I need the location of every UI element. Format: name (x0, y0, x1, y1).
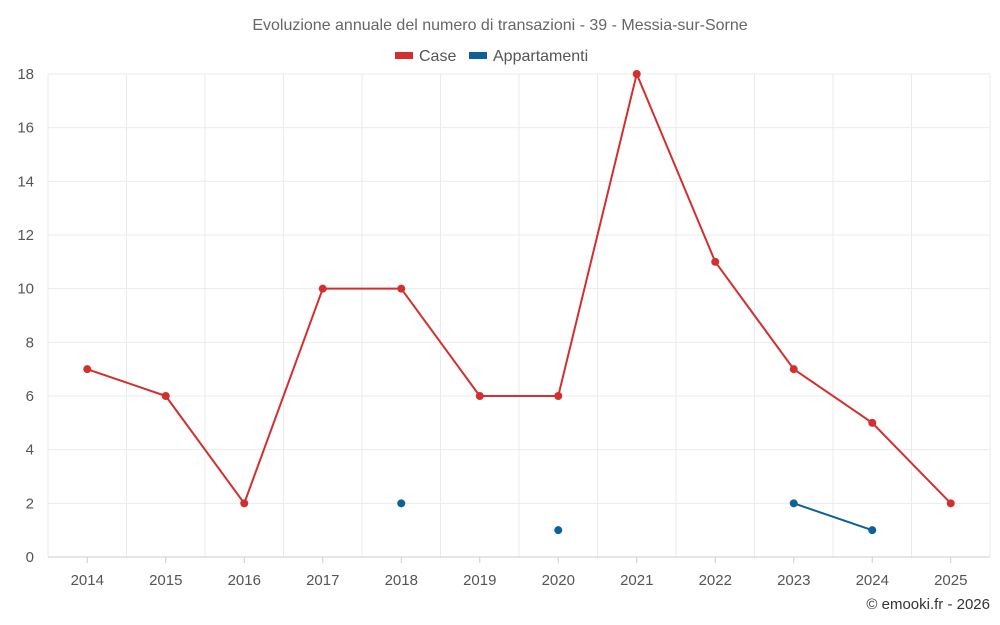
data-point-case[interactable] (83, 365, 92, 374)
x-tick-label: 2025 (934, 572, 967, 589)
data-point-case[interactable] (632, 70, 641, 78)
x-tick-label: 2017 (306, 572, 339, 589)
x-tick-label: 2016 (228, 572, 261, 589)
y-tick-label: 10 (17, 281, 34, 298)
series-line-appartamenti (793, 502, 873, 532)
y-tick-label: 8 (26, 334, 34, 351)
x-tick-label: 2023 (777, 572, 810, 589)
y-tick-label: 0 (26, 549, 34, 566)
grid (47, 73, 991, 558)
data-point-case[interactable] (397, 284, 406, 293)
x-tick-label: 2014 (71, 572, 104, 589)
x-tick-label: 2020 (542, 572, 575, 589)
x-tick-label: 2019 (463, 572, 496, 589)
y-tick-label: 14 (17, 173, 34, 190)
series-line-case (86, 73, 952, 505)
data-point-case[interactable] (946, 499, 955, 508)
y-tick-label: 12 (17, 227, 34, 244)
x-tick-label: 2022 (699, 572, 732, 589)
y-tick-label: 4 (26, 442, 34, 459)
y-tick-label: 16 (17, 120, 34, 137)
credit-text: © emooki.fr - 2026 (866, 596, 990, 613)
data-point-case[interactable] (868, 418, 877, 427)
y-tick-label: 2 (26, 495, 34, 512)
y-tick-label: 6 (26, 388, 34, 405)
data-point-case[interactable] (318, 284, 327, 293)
data-point-appartamenti[interactable] (397, 499, 406, 508)
data-point-case[interactable] (240, 499, 249, 508)
data-point-case[interactable] (789, 365, 798, 374)
x-tick-label: 2021 (620, 572, 653, 589)
data-point-case[interactable] (161, 392, 170, 400)
x-tick-label: 2024 (856, 572, 889, 589)
legend: Case Appartamenti (395, 48, 588, 65)
axes: 0 2 4 6 8 10 12 14 16 18 2014 2015 2016 2017 2018 2019 2… (17, 66, 990, 589)
data-point-case[interactable] (711, 257, 720, 266)
legend-swatch-case (395, 52, 413, 59)
x-tick-label: 2015 (149, 572, 182, 589)
chart-title: Evoluzione annuale del numero di transaz… (252, 17, 747, 34)
data-point-case[interactable] (554, 392, 563, 400)
series (83, 70, 955, 535)
data-point-appartamenti[interactable] (868, 526, 877, 535)
data-point-appartamenti[interactable] (554, 526, 563, 535)
legend-label-appartamenti[interactable]: Appartamenti (493, 48, 588, 65)
y-tick-label: 18 (17, 66, 34, 83)
legend-swatch-appartamenti (469, 52, 487, 59)
data-point-case[interactable] (475, 392, 484, 400)
data-point-appartamenti[interactable] (789, 499, 798, 508)
x-tick-label: 2018 (385, 572, 418, 589)
legend-label-case[interactable]: Case (419, 48, 456, 65)
